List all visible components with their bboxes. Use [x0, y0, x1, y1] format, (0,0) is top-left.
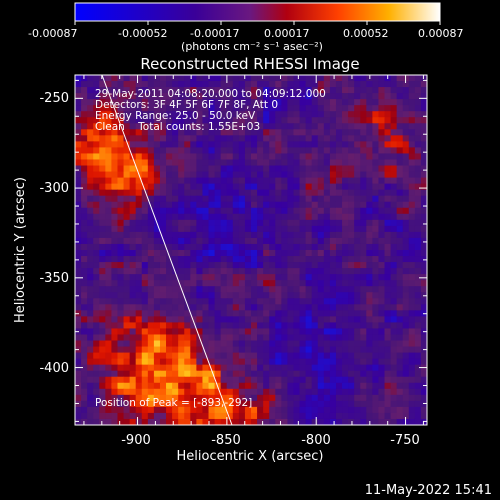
axis-ticks: [75, 75, 427, 425]
annotation-detectors: Detectors: 3F 4F 5F 6F 7F 8F, Att 0: [95, 99, 278, 111]
annotation-time-range: 29-May-2011 04:08:20.000 to 04:09:12.000: [95, 88, 326, 100]
colorbar: [75, 3, 440, 21]
colorbar-tick-label: -0.00052: [118, 27, 167, 40]
x-tick-label: -750: [390, 433, 420, 448]
colorbar-tick-label: 0.00052: [343, 27, 389, 40]
plot-frame: [74, 74, 428, 426]
footer-timestamp: 11-May-2022 15:41: [365, 483, 492, 498]
x-tick-label: -850: [211, 433, 241, 448]
y-tick-label: -350: [39, 271, 69, 286]
solar-limb-line: [101, 75, 233, 425]
colorbar-tick-label: -0.00087: [28, 27, 77, 40]
x-axis-label: Heliocentric X (arcsec): [177, 449, 324, 464]
y-axis-label: Heliocentric Y (arcsec): [13, 177, 28, 323]
heatmap-image: [75, 75, 427, 425]
colorbar-tick-label: 0.00017: [264, 27, 310, 40]
colorbar-frame: [74, 2, 441, 22]
colorbar-ticks: [74, 21, 441, 25]
x-tick-label: -800: [301, 433, 331, 448]
colorbar-units: (photons cm⁻² s⁻¹ asec⁻²): [181, 40, 323, 53]
annotation-energy-range: Energy Range: 25.0 - 50.0 keV: [95, 110, 256, 122]
colorbar-tick-label: -0.00017: [190, 27, 239, 40]
annotation-method: Clean Total counts: 1.55E+03: [95, 121, 260, 133]
y-tick-label: -250: [39, 91, 69, 106]
y-tick-label: -300: [39, 181, 69, 196]
plot-title: Reconstructed RHESSI Image: [140, 55, 359, 73]
x-tick-label: -900: [121, 433, 151, 448]
y-tick-label: -400: [39, 361, 69, 376]
colorbar-tick-label: 0.00087: [418, 27, 464, 40]
annotation-peak-position: Position of Peak = [-893,-292]: [95, 397, 252, 409]
